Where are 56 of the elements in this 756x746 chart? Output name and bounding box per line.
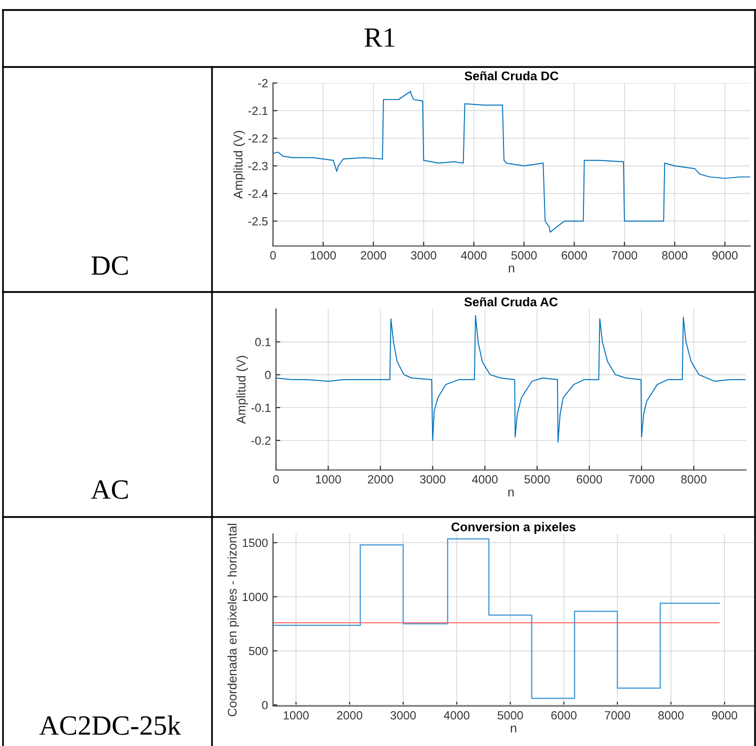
text: DC xyxy=(92,256,128,275)
x-tick-label: 3000 xyxy=(390,711,416,720)
x-axis-title: n xyxy=(508,490,514,496)
y-tick-label: -2.1 xyxy=(248,106,268,115)
chart-title: Señal Cruda DC xyxy=(464,71,558,80)
x-tick-label: 7000 xyxy=(604,711,630,720)
x-tick-label: 3000 xyxy=(420,475,446,484)
line-series xyxy=(273,90,750,233)
chart-title: Conversion a pixeles xyxy=(451,522,576,534)
x-tick-label: 8000 xyxy=(658,711,684,720)
text: R1 xyxy=(364,28,395,47)
y-tick-label: -0.1 xyxy=(251,404,271,412)
x-axis-title: n xyxy=(510,726,516,732)
y-tick-label: 0 xyxy=(265,370,271,380)
text: AC xyxy=(90,480,128,499)
x-tick-label: 1000 xyxy=(316,475,341,484)
x-tick-label: 0 xyxy=(273,475,279,484)
x-tick-label: 6000 xyxy=(551,711,577,720)
y-tick-label: 0 xyxy=(262,700,268,710)
x-tick-label: 6000 xyxy=(562,251,587,260)
y-tick-label: -2.2 xyxy=(248,134,268,143)
x-tick-label: 9000 xyxy=(712,251,738,260)
x-tick-label: 9000 xyxy=(712,711,738,720)
x-tick-label: 7000 xyxy=(629,475,654,484)
y-tick-label: -2 xyxy=(258,79,268,88)
y-tick-label: -0.2 xyxy=(251,436,271,445)
y-tick-label: -2.3 xyxy=(248,162,268,170)
text: AC2DC-25k xyxy=(39,715,181,735)
y-tick-label: 500 xyxy=(248,646,268,656)
x-tick-label: 5000 xyxy=(511,251,537,260)
x-tick-label: 5000 xyxy=(524,475,550,484)
x-tick-label: 7000 xyxy=(612,251,638,260)
y-tick-label: 1500 xyxy=(242,538,268,548)
x-tick-label: 2000 xyxy=(337,711,362,720)
x-tick-label: 8000 xyxy=(681,475,706,484)
x-tick-label: 8000 xyxy=(662,251,688,260)
chart-title: Señal Cruda AC xyxy=(464,297,558,306)
y-axis-title: Amplitud (V) xyxy=(236,356,248,424)
y-axis-title: Amplitud (V) xyxy=(233,130,246,199)
x-tick-label: 3000 xyxy=(410,251,436,260)
y-tick-label: -2.5 xyxy=(248,217,268,226)
x-tick-label: 6000 xyxy=(576,475,602,484)
x-tick-label: 1000 xyxy=(310,251,336,260)
x-tick-label: 5000 xyxy=(498,711,523,720)
x-tick-label: 1000 xyxy=(284,711,309,720)
x-tick-label: 2000 xyxy=(368,475,394,484)
y-tick-label: 1000 xyxy=(242,592,268,602)
x-axis-title: n xyxy=(508,266,514,272)
y-tick-label: -2.4 xyxy=(248,190,268,198)
y-axis-title: Coordenada en pixeles - horizontal xyxy=(227,524,240,716)
x-tick-label: 4000 xyxy=(472,475,498,484)
line-series xyxy=(276,315,746,443)
x-tick-label: 2000 xyxy=(360,251,386,260)
y-tick-label: 0.1 xyxy=(255,338,271,346)
x-tick-label: 4000 xyxy=(460,251,487,260)
x-tick-label: 4000 xyxy=(444,711,470,720)
